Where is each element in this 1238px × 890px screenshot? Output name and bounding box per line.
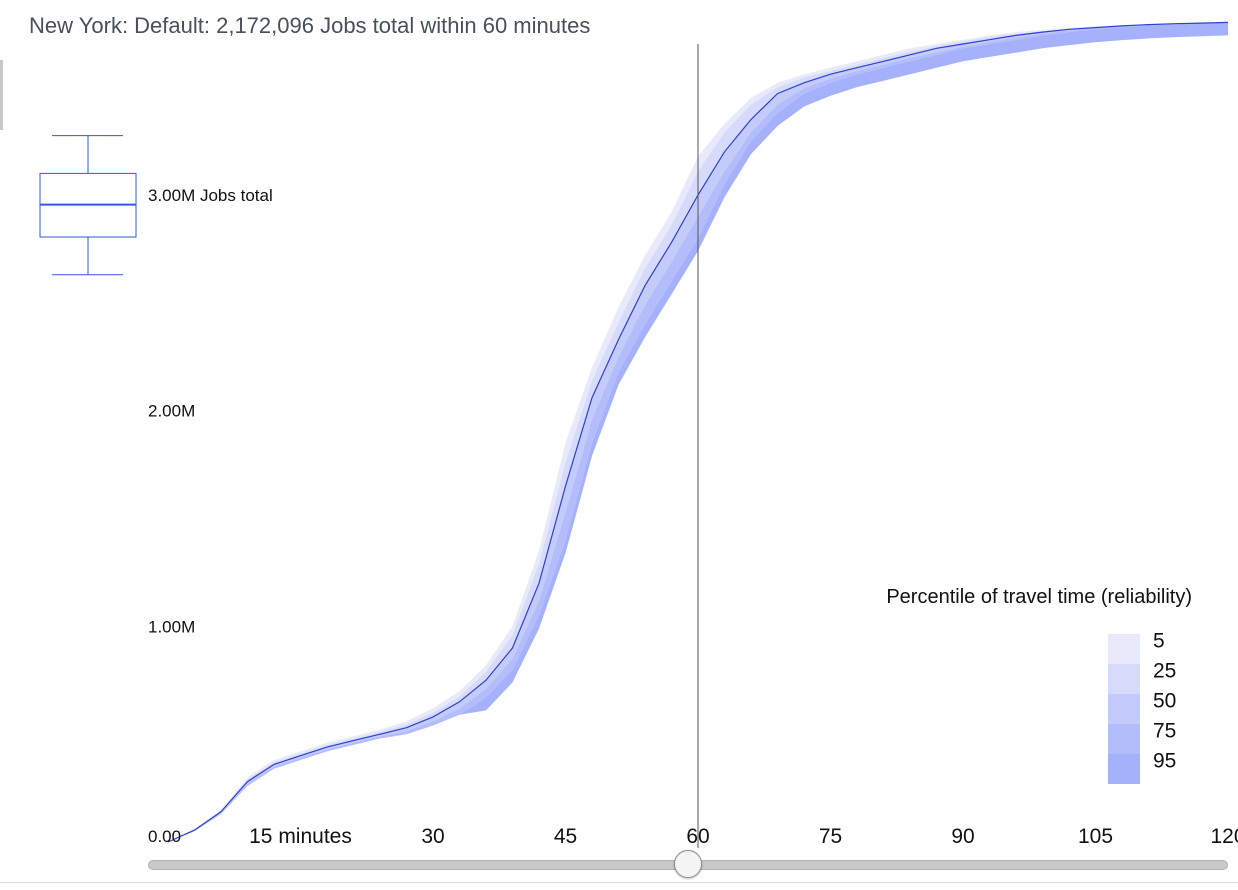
- x-tick-label: 90: [951, 825, 974, 848]
- y-tick-label: 1.00M: [148, 617, 195, 636]
- legend-label: 25: [1153, 660, 1176, 683]
- legend-label: 95: [1153, 750, 1176, 773]
- x-tick-label: 15 minutes: [249, 825, 352, 848]
- travel-time-slider-thumb[interactable]: [674, 850, 702, 878]
- y-tick-label: 0.00: [148, 827, 181, 846]
- x-tick-label: 105: [1078, 825, 1113, 848]
- legend: Percentile of travel time (reliability) 5…: [886, 586, 1192, 784]
- percentile-band-5: [168, 22, 1228, 842]
- legend-label: 5: [1153, 630, 1165, 653]
- page-title: New York: Default: 2,172,096 Jobs total …: [29, 13, 591, 38]
- y-axis-ticks: 0.00 1.00M 2.00M 3.00M Jobs total: [148, 186, 273, 846]
- legend-swatch: [1108, 754, 1140, 784]
- x-tick-label: 30: [421, 825, 444, 848]
- y-tick-label: 2.00M: [148, 402, 195, 421]
- legend-swatch: [1108, 694, 1140, 724]
- x-tick-label: 45: [554, 825, 577, 848]
- legend-label: 50: [1153, 690, 1176, 713]
- y-tick-label: 3.00M Jobs total: [148, 186, 273, 205]
- x-tick-label: 60: [686, 825, 709, 848]
- x-axis-ticks: 15 minutes 30 45 60 75 90 105 120: [249, 825, 1238, 848]
- bottom-divider: [0, 882, 1238, 883]
- boxplot: [39, 135, 137, 276]
- legend-swatch: [1108, 724, 1140, 754]
- legend-swatch: [1108, 634, 1140, 664]
- legend-label: 75: [1153, 720, 1176, 743]
- x-tick-label: 120: [1210, 825, 1238, 848]
- window-edge: [0, 60, 3, 130]
- legend-swatch: [1108, 664, 1140, 694]
- x-tick-label: 75: [819, 825, 842, 848]
- legend-title: Percentile of travel time (reliability): [886, 586, 1192, 608]
